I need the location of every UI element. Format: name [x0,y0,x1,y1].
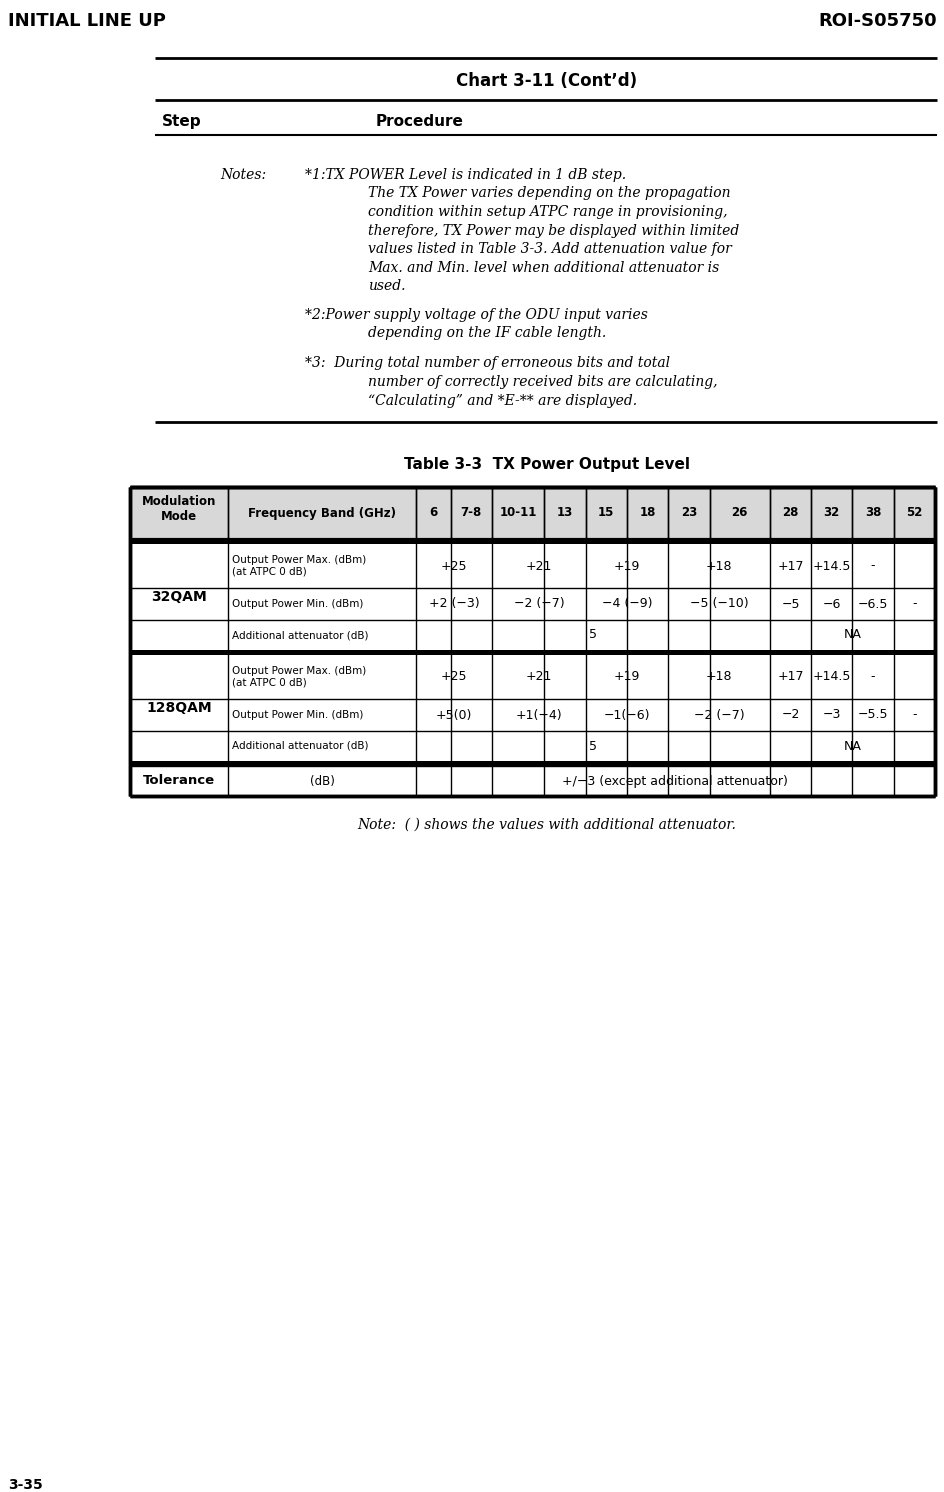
Text: therefore, TX Power may be displayed within limited: therefore, TX Power may be displayed wit… [367,224,738,237]
Text: −5.5: −5.5 [857,709,887,722]
Text: −1(−6): −1(−6) [603,709,649,722]
Text: +14.5: +14.5 [812,560,851,573]
Bar [130,761,934,765]
Text: 18: 18 [639,506,655,519]
Text: −5: −5 [781,597,799,610]
Text: Modulation
Mode: Modulation Mode [142,495,216,524]
Text: +25: +25 [440,560,466,573]
Text: used.: used. [367,279,405,292]
Text: Frequency Band (GHz): Frequency Band (GHz) [248,506,396,519]
Text: -: - [870,670,874,683]
Text: +14.5: +14.5 [812,670,851,683]
Text: Chart 3-11 (Cont’d): Chart 3-11 (Cont’d) [456,72,637,90]
Text: +1(−4): +1(−4) [515,709,562,722]
Text: 5: 5 [588,628,597,642]
Text: -: - [911,709,916,722]
Text: *1:TX POWER Level is indicated in 1 dB step.: *1:TX POWER Level is indicated in 1 dB s… [305,169,626,182]
Text: 10-11: 10-11 [499,506,536,519]
Text: Output Power Max. (dBm)
(at ATPC 0 dB): Output Power Max. (dBm) (at ATPC 0 dB) [232,555,366,577]
Text: *3:  During total number of erroneous bits and total: *3: During total number of erroneous bit… [305,357,669,370]
Text: 28: 28 [782,506,798,519]
Text: +19: +19 [614,560,639,573]
Text: Step: Step [161,113,201,128]
Text: −3: −3 [821,709,840,722]
Text: +/−3 (except additional attenuator): +/−3 (except additional attenuator) [562,774,787,788]
Text: 3-35: 3-35 [8,1479,42,1492]
Text: +18: +18 [705,670,732,683]
Text: -: - [870,560,874,573]
Text: Max. and Min. level when additional attenuator is: Max. and Min. level when additional atte… [367,261,718,275]
Text: +17: +17 [777,560,803,573]
Text: INITIAL LINE UP: INITIAL LINE UP [8,12,166,30]
Text: Table 3-3  TX Power Output Level: Table 3-3 TX Power Output Level [404,457,689,471]
Text: number of correctly received bits are calculating,: number of correctly received bits are ca… [367,374,716,389]
Text: 52: 52 [905,506,921,519]
Text: +21: +21 [525,670,551,683]
Text: −2: −2 [781,709,799,722]
Bar [130,539,934,545]
Text: 6: 6 [429,506,437,519]
Text: +5(0): +5(0) [435,709,472,722]
Text: +2 (−3): +2 (−3) [429,597,479,610]
Text: Procedure: Procedure [376,113,464,128]
Text: +19: +19 [614,670,639,683]
Text: +21: +21 [525,560,551,573]
Text: 38: 38 [864,506,881,519]
Text: NA: NA [843,740,861,752]
Text: 32QAM: 32QAM [151,589,207,604]
Text: 128QAM: 128QAM [146,701,211,715]
Text: Output Power Min. (dBm): Output Power Min. (dBm) [232,598,363,609]
Text: The TX Power varies depending on the propagation: The TX Power varies depending on the pro… [367,186,730,200]
Text: −5 (−10): −5 (−10) [689,597,748,610]
Text: +18: +18 [705,560,732,573]
Text: −6: −6 [821,597,840,610]
Text: Tolerance: Tolerance [143,774,215,788]
Text: +25: +25 [440,670,466,683]
Text: −2 (−7): −2 (−7) [513,597,564,610]
Text: Output Power Max. (dBm)
(at ATPC 0 dB): Output Power Max. (dBm) (at ATPC 0 dB) [232,667,366,688]
Bar [130,651,934,655]
Text: 26: 26 [731,506,747,519]
Text: condition within setup ATPC range in provisioning,: condition within setup ATPC range in pro… [367,204,727,219]
Text: 13: 13 [556,506,573,519]
Text: 32: 32 [823,506,839,519]
Text: Output Power Min. (dBm): Output Power Min. (dBm) [232,710,363,721]
Text: 5: 5 [588,740,597,752]
Text: Notes:: Notes: [220,169,266,182]
Bar [130,486,934,539]
Text: Additional attenuator (dB): Additional attenuator (dB) [232,742,368,750]
Text: 15: 15 [598,506,614,519]
Text: +17: +17 [777,670,803,683]
Text: depending on the IF cable length.: depending on the IF cable length. [367,325,606,340]
Text: -: - [911,597,916,610]
Text: (dB): (dB) [310,774,334,788]
Text: −6.5: −6.5 [857,597,887,610]
Text: Note:  ( ) shows the values with additional attenuator.: Note: ( ) shows the values with addition… [357,818,735,833]
Text: NA: NA [843,628,861,642]
Text: values listed in Table 3-3. Add attenuation value for: values listed in Table 3-3. Add attenuat… [367,242,731,257]
Text: 7-8: 7-8 [461,506,481,519]
Text: *2:Power supply voltage of the ODU input varies: *2:Power supply voltage of the ODU input… [305,307,648,321]
Text: 23: 23 [680,506,697,519]
Text: −2 (−7): −2 (−7) [693,709,744,722]
Text: “Calculating” and *E-** are displayed.: “Calculating” and *E-** are displayed. [367,394,636,407]
Text: Additional attenuator (dB): Additional attenuator (dB) [232,630,368,640]
Text: ROI-S05750: ROI-S05750 [818,12,936,30]
Text: −4 (−9): −4 (−9) [601,597,651,610]
